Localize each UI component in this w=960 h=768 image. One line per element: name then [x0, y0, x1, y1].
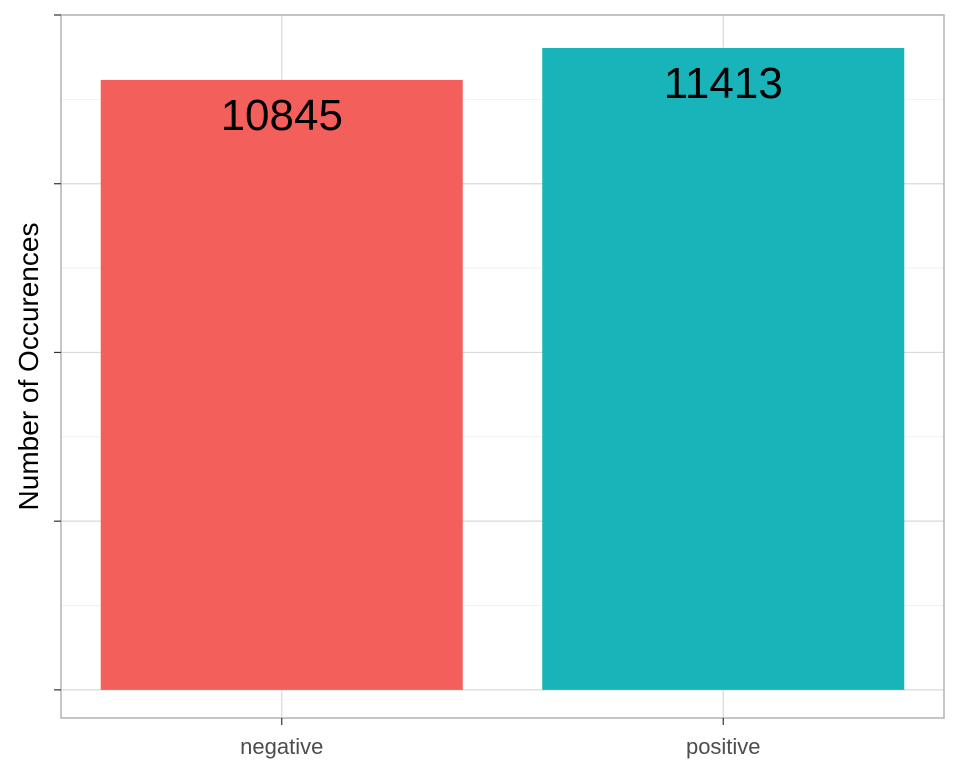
bar-positive: [542, 48, 905, 690]
y-axis-title: Number of Occurences: [13, 223, 44, 511]
data-labels: 10845 11413: [221, 59, 783, 140]
bar-negative: [100, 79, 463, 690]
x-axis-tick-labels: negative positive: [240, 734, 760, 759]
x-tick-label-negative: negative: [240, 734, 323, 759]
plot-panel-border: [60, 14, 945, 719]
axis-ticks: [54, 14, 724, 725]
bars: [100, 48, 905, 690]
data-label-positive: 11413: [664, 59, 783, 108]
data-label-negative: 10845: [221, 91, 343, 140]
x-tick-label-positive: positive: [686, 734, 761, 759]
